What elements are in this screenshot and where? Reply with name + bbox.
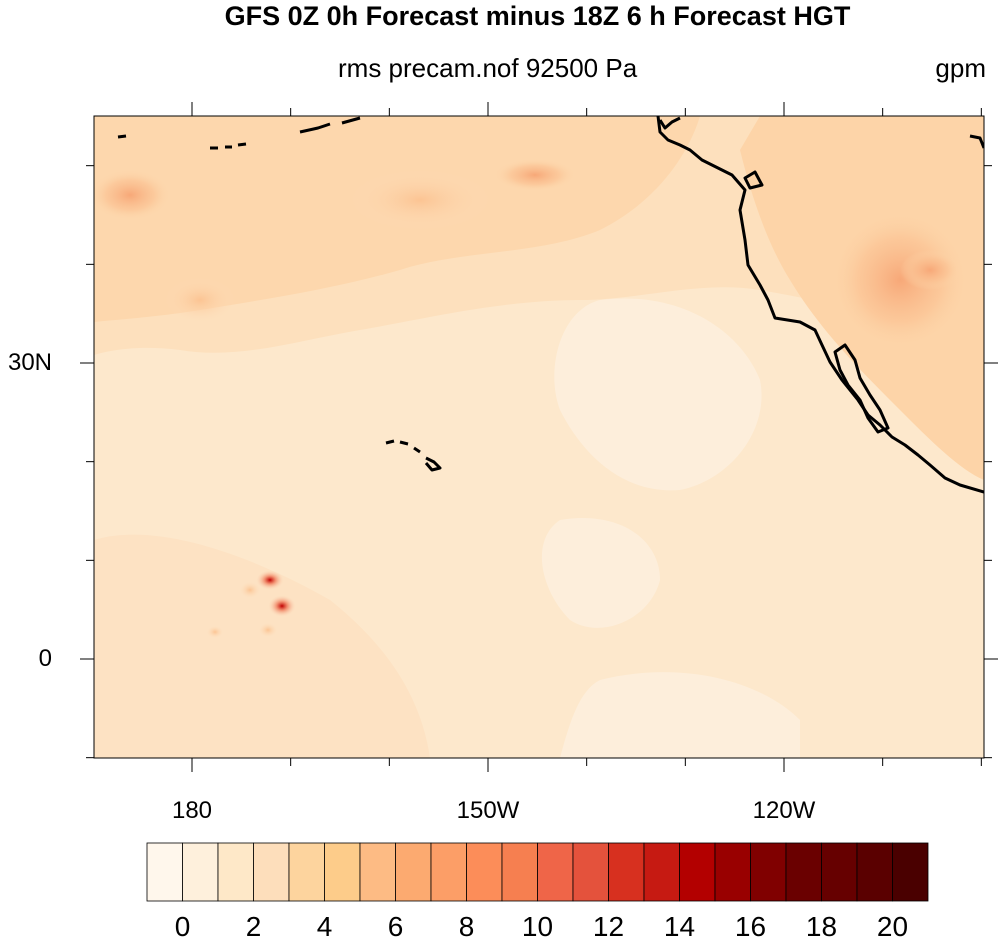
colorbar-swatch bbox=[572, 842, 609, 902]
colorbar-swatch bbox=[430, 842, 467, 902]
colorbar-swatch bbox=[679, 842, 716, 902]
coastline-aleutians bbox=[341, 116, 361, 125]
colorbar-label: 10 bbox=[521, 911, 554, 942]
units-label: gpm bbox=[935, 53, 986, 83]
field-band-south bbox=[94, 534, 430, 758]
colorbar-swatch bbox=[714, 842, 751, 902]
map-title: GFS 0Z 0h Forecast minus 18Z 6 h Forecas… bbox=[224, 1, 851, 31]
colorbar-label: 2 bbox=[245, 911, 262, 942]
field-minimum bbox=[541, 518, 660, 628]
colorbar-swatch bbox=[537, 842, 574, 902]
colorbar-swatch bbox=[253, 842, 290, 902]
colorbar-label: 12 bbox=[592, 911, 625, 942]
map-subtitle: rms precam.nof 92500 Pa bbox=[338, 53, 638, 83]
field-maximum bbox=[94, 170, 170, 220]
coastline-north-america bbox=[743, 170, 764, 190]
colorbar-swatch bbox=[288, 842, 325, 902]
coastline-aleutians bbox=[210, 142, 247, 150]
colorbar-swatch bbox=[856, 842, 893, 902]
latitude-label: 0 bbox=[38, 645, 52, 672]
map-ticks bbox=[80, 102, 998, 772]
colorbar-swatch bbox=[785, 842, 822, 902]
colorbar-swatch bbox=[324, 842, 361, 902]
colorbar-swatch bbox=[217, 842, 254, 902]
longitude-label: 120W bbox=[752, 797, 816, 824]
field-maximum bbox=[259, 623, 277, 637]
map-frame bbox=[93, 115, 985, 759]
coastline-aleutians bbox=[299, 122, 331, 134]
longitude-label: 150W bbox=[456, 797, 520, 824]
field-maximum bbox=[165, 278, 235, 322]
longitude-label: 180 bbox=[171, 797, 213, 824]
field-maximum bbox=[240, 582, 260, 598]
colorbar-swatch bbox=[501, 842, 538, 902]
colorbar-swatch bbox=[643, 842, 680, 902]
field-maximum bbox=[350, 170, 490, 230]
colorbar bbox=[146, 842, 929, 902]
coastline-hawaii bbox=[385, 439, 442, 472]
field-maximum bbox=[830, 210, 970, 350]
colorbar-label: 0 bbox=[174, 911, 191, 942]
colorbar-swatch bbox=[395, 842, 432, 902]
colorbar-label: 16 bbox=[734, 911, 767, 942]
coastline-north-america bbox=[656, 116, 984, 494]
colorbar-swatch bbox=[466, 842, 503, 902]
coastlines bbox=[117, 116, 984, 494]
latitude-label: 30N bbox=[7, 349, 52, 376]
field-maximum bbox=[256, 570, 284, 590]
field-maximum bbox=[495, 159, 575, 191]
coastline-east-edge bbox=[969, 134, 984, 149]
colorbar-swatch bbox=[821, 842, 858, 902]
field-minimum bbox=[554, 298, 762, 491]
colorbar-label: 20 bbox=[876, 911, 909, 942]
colorbar-label: 18 bbox=[805, 911, 838, 942]
field-minimum bbox=[560, 672, 800, 758]
colorbar-swatch bbox=[892, 842, 929, 902]
colorbar-swatch bbox=[182, 842, 219, 902]
coastline-north-america bbox=[658, 116, 681, 130]
coastline-baja-california bbox=[833, 343, 890, 434]
field-maximum bbox=[900, 250, 960, 290]
colorbar-swatch bbox=[359, 842, 396, 902]
coastline-aleutians bbox=[117, 134, 127, 139]
field-maximum bbox=[207, 626, 223, 638]
colorbar-swatch bbox=[608, 842, 645, 902]
colorbar-swatch bbox=[146, 842, 183, 902]
colorbar-swatch bbox=[750, 842, 787, 902]
colorbar-label: 8 bbox=[458, 911, 475, 942]
colorbar-label: 6 bbox=[387, 911, 404, 942]
field-maximum bbox=[268, 595, 296, 617]
colorbar-label: 14 bbox=[663, 911, 696, 942]
colorbar-label: 4 bbox=[316, 911, 333, 942]
map-field bbox=[94, 116, 984, 758]
